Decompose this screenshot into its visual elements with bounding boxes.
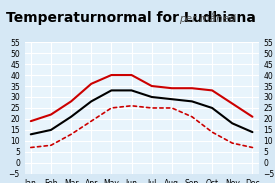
Text: Temperaturnormal for Ludhiana: Temperaturnormal for Ludhiana: [6, 11, 255, 25]
Text: per måned: per måned: [179, 12, 235, 24]
